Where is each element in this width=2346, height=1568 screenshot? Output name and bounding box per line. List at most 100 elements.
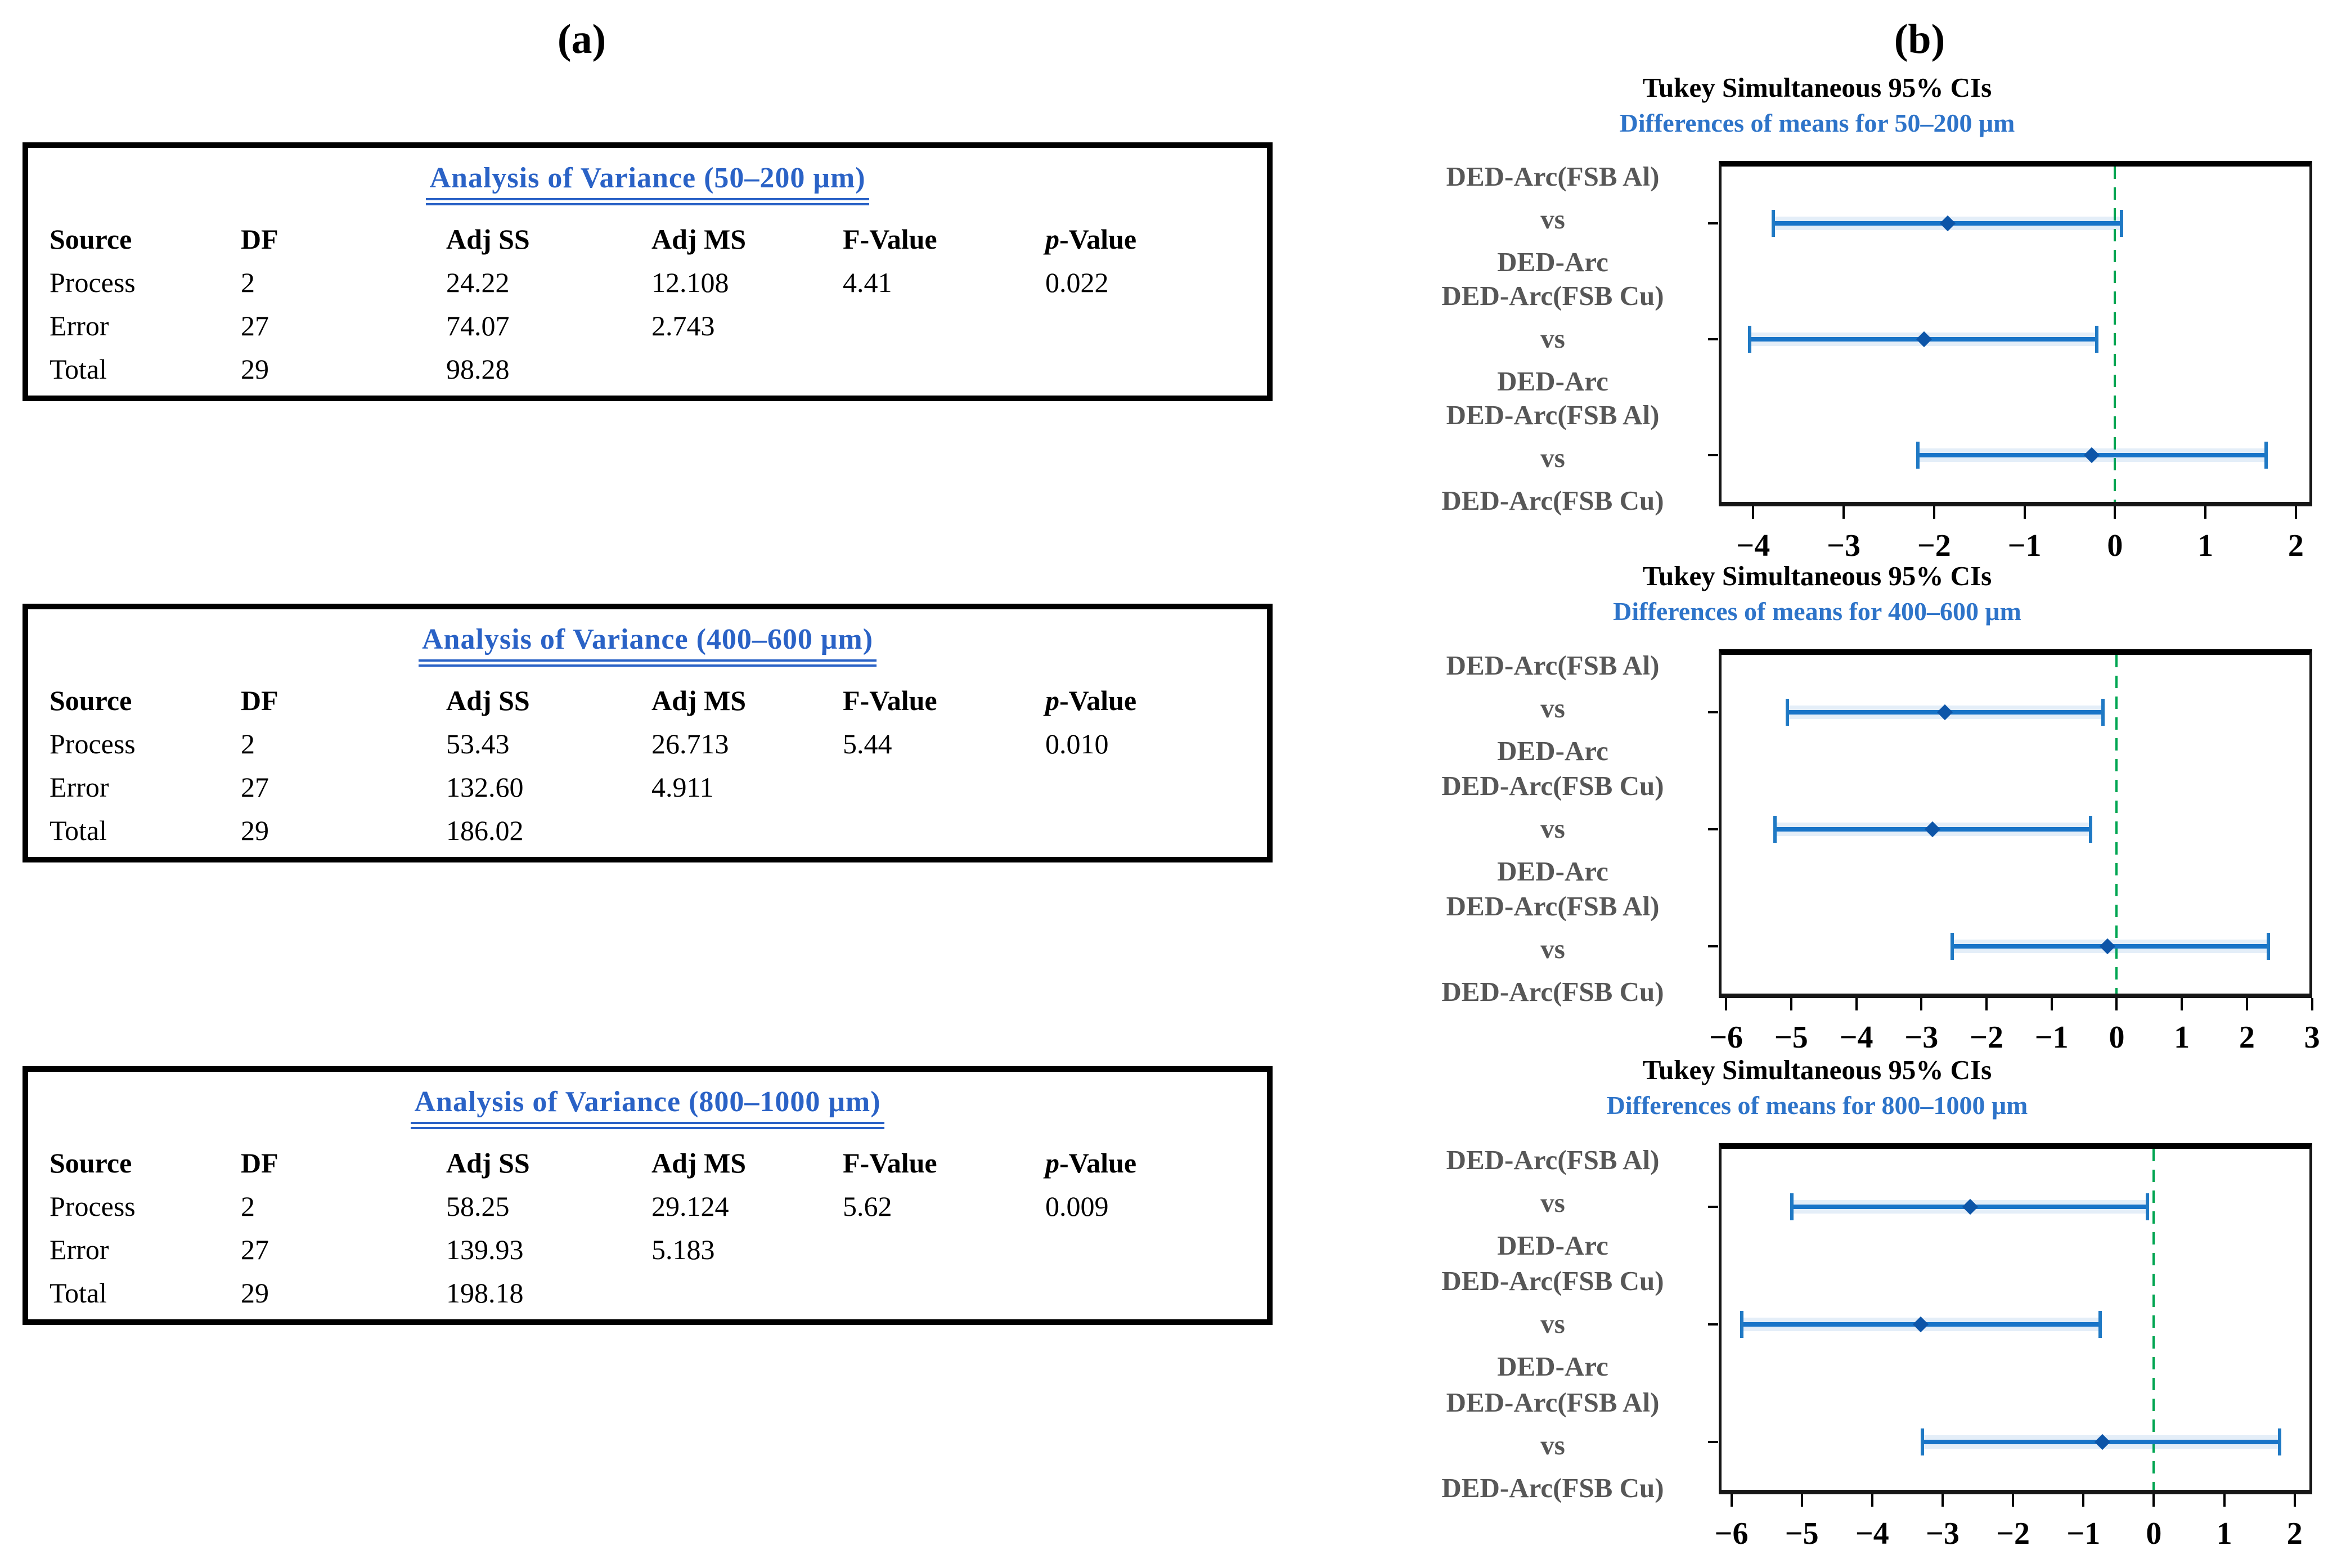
- column-header: p-Value: [1045, 1147, 1137, 1179]
- ci-upper-cap: [2264, 441, 2268, 469]
- table-cell: 5.62: [843, 1190, 892, 1222]
- comparison-label-line: vs: [1540, 693, 1565, 724]
- panel-b-label: (b): [1894, 16, 1945, 62]
- x-axis-tick: [1855, 998, 1858, 1010]
- column-header: p-Value: [1045, 685, 1137, 716]
- column-header: F-Value: [843, 685, 937, 716]
- table-cell: 58.25: [446, 1190, 510, 1222]
- table-cell: [651, 809, 843, 852]
- plot-title: Tukey Simultaneous 95% CIs: [1642, 72, 1992, 103]
- comparison-label-line: DED-Arc(FSB Al): [1446, 399, 1660, 431]
- x-axis-tick: [1730, 1494, 1733, 1507]
- x-axis-tick-label: −6: [1709, 1020, 1743, 1055]
- zero-reference-line: [2114, 167, 2116, 502]
- column-header: Adj SS: [446, 685, 530, 716]
- x-axis-tick-label: −5: [1774, 1020, 1808, 1055]
- column-header: Source: [50, 685, 132, 716]
- ci-upper-cap: [2098, 1311, 2102, 1338]
- comparison-label: DED-Arc(FSB Al) vs DED-Arc(FSB Cu): [1395, 885, 1710, 1013]
- comparison-label-line: vs: [1540, 813, 1565, 844]
- ci-lower-cap: [1747, 325, 1751, 353]
- table-cell: [1045, 1228, 1267, 1272]
- anova-table-400-600: Analysis of Variance (400–600 μm) Source…: [23, 604, 1273, 862]
- table-cell: 24.22: [446, 267, 510, 298]
- x-axis-tick: [2181, 998, 2183, 1010]
- row-source-label: Process: [50, 267, 136, 298]
- x-axis-tick-label: −1: [2066, 1516, 2101, 1551]
- row-source-label: Error: [50, 310, 109, 342]
- table-cell: [651, 1272, 843, 1315]
- tukey-plot-800-1000: Tukey Simultaneous 95% CIs Differences o…: [1395, 1054, 2346, 1554]
- table-cell: [843, 304, 1045, 348]
- p-italic: p: [1045, 223, 1059, 255]
- row-source-label: Total: [50, 1277, 107, 1309]
- panel-a-label: (a): [557, 16, 606, 62]
- y-axis-tick: [1708, 1206, 1718, 1208]
- comparison-label-line: DED-Arc(FSB Cu): [1441, 1265, 1664, 1297]
- comparison-label-line: vs: [1540, 442, 1565, 474]
- y-axis-labels: DED-Arc(FSB Al) vs DED-Arc DED-Arc(FSB Cu) v…: [1395, 1143, 1719, 1503]
- plot-area: [1708, 1143, 2312, 1507]
- anova-grid: Source DF Adj SS Adj MS F-Value p-Value Proces…: [28, 1142, 1267, 1315]
- table-cell: [1045, 304, 1267, 348]
- y-axis-tick: [1708, 338, 1718, 340]
- table-cell: 186.02: [446, 815, 524, 846]
- table-cell: 198.18: [446, 1277, 524, 1309]
- x-axis-tick: [2293, 1494, 2296, 1507]
- plot-row: DED-Arc(FSB Al) vs DED-Arc DED-Arc(FSB Cu) v…: [1395, 649, 2346, 1010]
- comparison-label-line: vs: [1540, 323, 1565, 354]
- plot-subtitle: Differences of means for 400–600 μm: [1613, 597, 2021, 626]
- comparison-label: DED-Arc(FSB Al) vs DED-Arc: [1395, 155, 1710, 284]
- ci-upper-cap: [2119, 210, 2123, 237]
- x-axis-tick: [2115, 998, 2118, 1010]
- x-axis-tick-label: −3: [1827, 528, 1860, 563]
- plot-row: DED-Arc(FSB Al) vs DED-Arc DED-Arc(FSB Cu) v…: [1395, 1143, 2346, 1507]
- table-cell: [843, 766, 1045, 809]
- x-axis-tick-label: −6: [1714, 1516, 1749, 1551]
- x-axis-tick-label: −2: [1970, 1020, 2003, 1055]
- p-italic: p: [1045, 1147, 1059, 1179]
- table-cell: [843, 1272, 1045, 1315]
- comparison-label-line: DED-Arc(FSB Cu): [1441, 485, 1664, 516]
- y-axis-labels: DED-Arc(FSB Al) vs DED-Arc DED-Arc(FSB Cu) v…: [1395, 649, 1719, 1007]
- comparison-label-line: vs: [1540, 1429, 1565, 1461]
- x-axis-tick: [2114, 506, 2116, 519]
- row-source-label: Process: [50, 728, 136, 760]
- x-axis-tick: [2223, 1494, 2226, 1507]
- x-axis-tick-label: −1: [2034, 1020, 2069, 1055]
- comparison-label-line: DED-Arc(FSB Al): [1446, 161, 1660, 192]
- x-axis-tick: [1790, 998, 1792, 1010]
- comparison-label-line: DED-Arc: [1497, 246, 1608, 278]
- ci-lower-cap: [1771, 210, 1775, 237]
- comparison-label-line: DED-Arc(FSB Cu): [1441, 280, 1664, 312]
- x-axis-tick-label: −4: [1839, 1020, 1873, 1055]
- table-cell: [1045, 348, 1267, 391]
- comparison-label: DED-Arc(FSB Al) vs DED-Arc(FSB Cu): [1395, 1381, 1710, 1509]
- table-cell: 2: [241, 267, 255, 298]
- x-axis-tick: [2245, 998, 2248, 1010]
- x-axis-tick-label: 2: [2239, 1020, 2255, 1055]
- ci-upper-cap: [2146, 1193, 2150, 1221]
- table-cell: 0.009: [1045, 1190, 1109, 1222]
- table-cell: [843, 1228, 1045, 1272]
- x-axis-tick-labels: −4 −3 −2 −1 0 1 2: [1722, 525, 2309, 566]
- x-axis-tick-labels: −6 −5 −4 −3 −2 −1 0 1 2 3: [1709, 1017, 2320, 1058]
- comparison-label-line: DED-Arc(FSB Cu): [1441, 976, 1664, 1008]
- comparison-label-line: vs: [1540, 1187, 1565, 1219]
- x-axis-tick: [1871, 1494, 1873, 1507]
- anova-title: Analysis of Variance (400–600 μm): [418, 623, 877, 667]
- anova-table-800-1000: Analysis of Variance (800–1000 μm) Sourc…: [23, 1066, 1273, 1325]
- x-axis-tick: [1941, 1494, 1944, 1507]
- comparison-label-line: DED-Arc(FSB Cu): [1441, 770, 1664, 802]
- table-cell: 5.183: [651, 1234, 715, 1265]
- y-axis-tick: [1708, 711, 1718, 714]
- table-cell: 0.022: [1045, 267, 1109, 298]
- table-cell: [1045, 766, 1267, 809]
- table-cell: 26.713: [651, 728, 729, 760]
- ci-upper-cap: [2101, 699, 2105, 726]
- column-header: DF: [241, 223, 278, 255]
- plot-area: [1708, 649, 2313, 1010]
- comparison-label-line: DED-Arc: [1497, 1230, 1608, 1261]
- table-cell: 27: [241, 310, 269, 342]
